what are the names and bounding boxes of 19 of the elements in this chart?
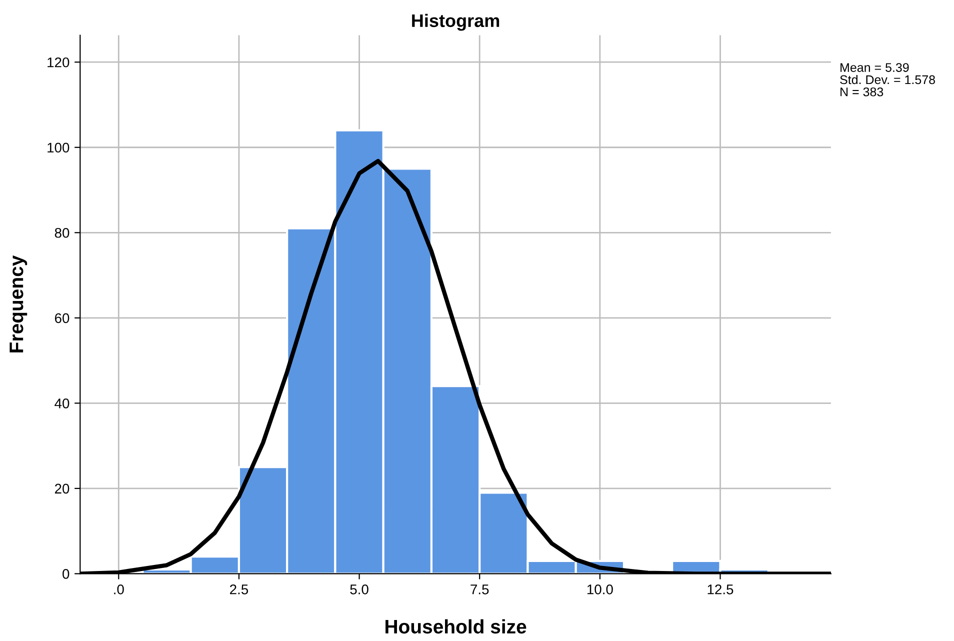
y-axis-title: Frequency: [10, 255, 28, 352]
x-tick-label: .0: [114, 584, 124, 594]
x-tick-label: 12.5: [708, 584, 734, 594]
text: Mean = 5.39: [840, 63, 909, 72]
x-axis-title: Household size: [386, 619, 526, 634]
x-tick-label: 10.0: [587, 584, 613, 594]
x-tick-label: 5.0: [350, 584, 368, 594]
chart-title: Histogram: [412, 14, 500, 31]
x-tick-label: 7.5: [470, 584, 489, 594]
x-tick-label: 2.5: [230, 584, 248, 594]
y-tick-label: 60: [54, 313, 70, 324]
y-tick-label: 0: [62, 569, 70, 579]
y-tick-label: 120: [48, 57, 70, 68]
y-tick-label: 100: [48, 142, 70, 153]
y-tick-label: 40: [54, 398, 70, 408]
text: N = 383: [840, 87, 884, 96]
text: Std. Dev. = 1.578: [840, 74, 935, 84]
y-tick-label: 80: [54, 228, 70, 238]
y-tick-label: 20: [54, 484, 70, 494]
